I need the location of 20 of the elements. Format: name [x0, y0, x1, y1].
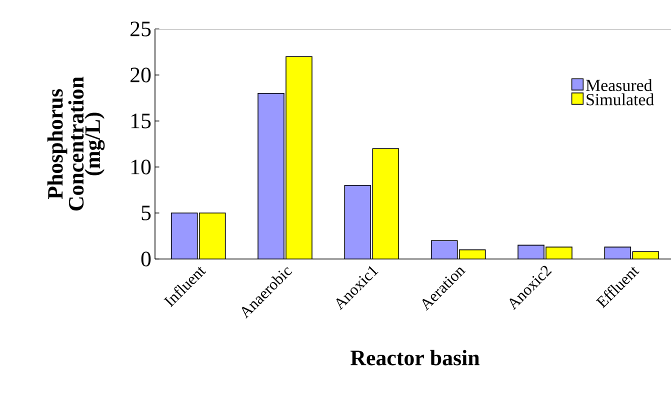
bar — [604, 246, 632, 259]
bar — [199, 213, 226, 259]
bar — [459, 250, 486, 259]
y-tick-label: 15 — [131, 114, 151, 128]
bar — [518, 245, 544, 259]
legend-label: Measured — [586, 79, 652, 92]
bar — [258, 93, 284, 259]
legend-label: Simulated — [586, 93, 654, 106]
x-axis-title: Reactor basin — [350, 350, 480, 366]
bar — [431, 240, 458, 259]
y-tick-label: 10 — [131, 160, 151, 174]
bar — [286, 56, 312, 259]
bar — [344, 185, 371, 259]
y-tick-label: 25 — [130, 22, 151, 36]
bar — [372, 148, 399, 259]
y-axis-title: Phosphorus Concentration (mg/L) — [47, 76, 105, 210]
y-tick-label: 5 — [142, 206, 151, 220]
y-tick-label: 0 — [141, 252, 151, 266]
y-tick-label: 20 — [130, 68, 151, 82]
bar — [171, 213, 198, 259]
